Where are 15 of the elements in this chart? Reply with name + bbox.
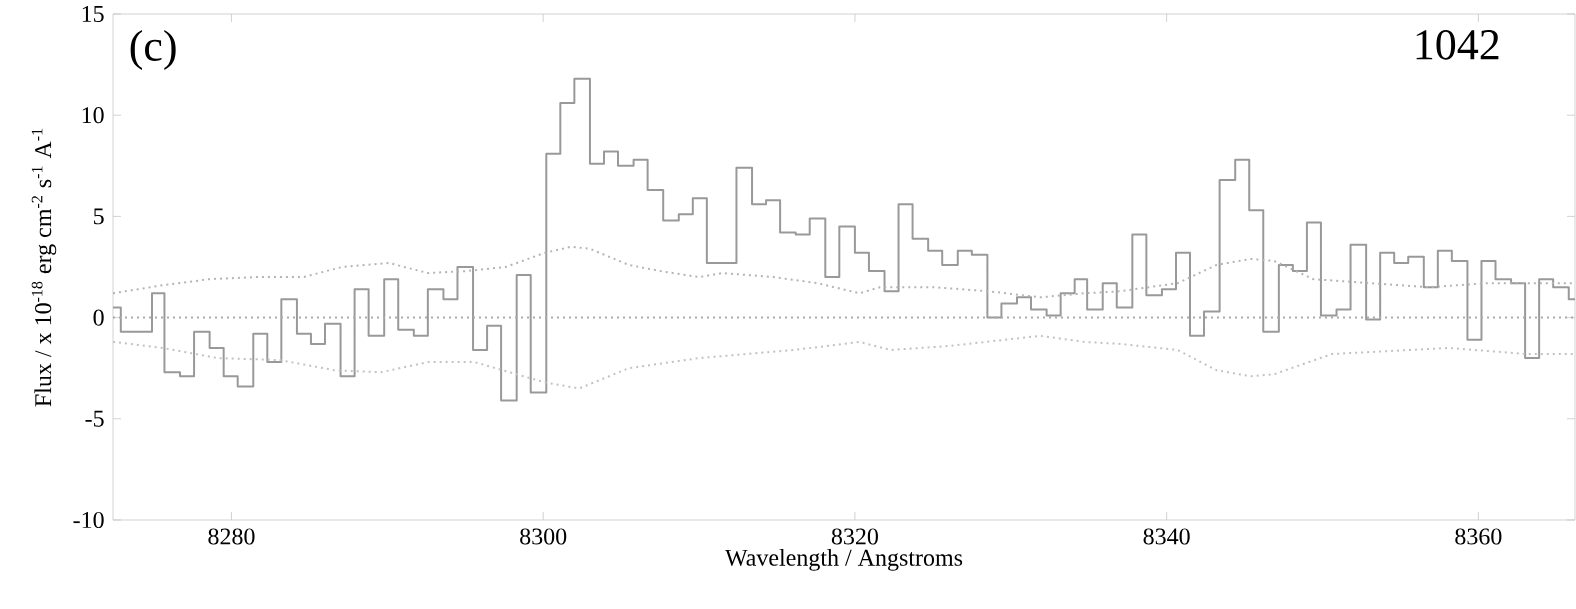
x-tick-label: 8360 bbox=[1455, 528, 1502, 545]
y-tick-label: 5 bbox=[93, 208, 104, 225]
y-tick-label: 10 bbox=[82, 107, 104, 124]
x-tick-label: 8340 bbox=[1143, 528, 1190, 545]
x-tick-label: 8300 bbox=[520, 528, 567, 545]
y-tick-label: -5 bbox=[85, 410, 104, 427]
x-tick-label: 8280 bbox=[208, 528, 255, 545]
annotation: (c) bbox=[130, 29, 176, 70]
annotation: 1042 bbox=[1416, 29, 1499, 60]
y-tick-label: -10 bbox=[73, 511, 104, 529]
x-tick-label: 8320 bbox=[831, 528, 878, 545]
y-axis-title: Flux / x 10$^{-18}$ erg cm$^{-2}$ s$^{-1}$ A$^{-1}$ bbox=[31, 128, 57, 407]
y-tick-label: 15 bbox=[82, 5, 104, 23]
x-axis-title: Wavelength / Angstroms bbox=[725, 548, 963, 571]
y-tick-label: 0 bbox=[93, 309, 104, 326]
